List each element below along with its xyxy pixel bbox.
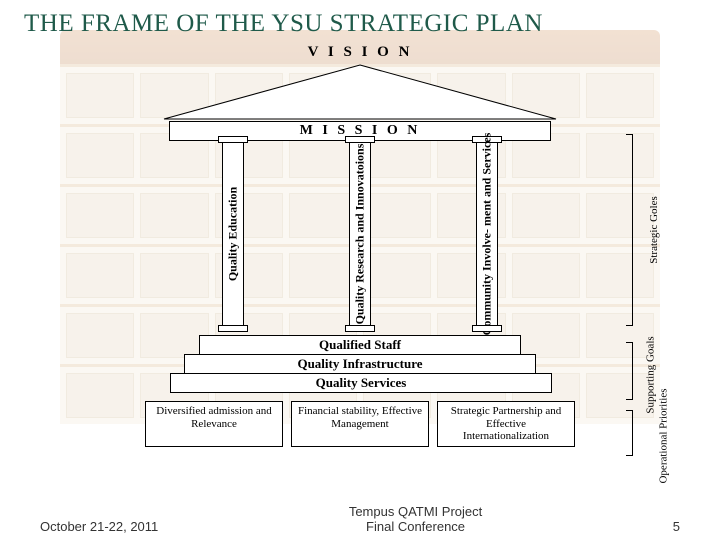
pillar-label: Quality Education bbox=[226, 187, 241, 281]
bracket-strategic bbox=[626, 134, 633, 326]
pillar-community: Community Involve- ment and Services bbox=[476, 141, 498, 327]
side-label-operational: Operational Priorities bbox=[658, 388, 670, 483]
steps: Qualified Staff Quality Infrastructure Q… bbox=[170, 335, 550, 393]
base-row: Diversified admission and Relevance Fina… bbox=[145, 401, 575, 447]
base-admission: Diversified admission and Relevance bbox=[145, 401, 283, 447]
pillar-label: Quality Research and Innovatoions bbox=[352, 144, 367, 325]
step-staff: Qualified Staff bbox=[199, 335, 521, 355]
side-label-strategic: Strategic Goles bbox=[648, 196, 660, 264]
base-partnership: Strategic Partnership and Effective Inte… bbox=[437, 401, 575, 447]
footer-line2: Final Conference bbox=[158, 519, 672, 534]
pillars-zone: Quality Education Quality Research and I… bbox=[170, 141, 550, 327]
footer-center: Tempus QATMI Project Final Conference bbox=[158, 504, 672, 534]
base-financial: Financial stability, Effective Managemen… bbox=[291, 401, 429, 447]
vision-label: V I S I O N bbox=[100, 44, 620, 61]
footer-line1: Tempus QATMI Project bbox=[158, 504, 672, 519]
side-label-supporting: Supporting Goals bbox=[645, 336, 657, 413]
temple-diagram: V I S I O N M I S S I O N Quality Educat… bbox=[100, 44, 620, 447]
pillar-research: Quality Research and Innovatoions bbox=[349, 141, 371, 327]
step-services: Quality Services bbox=[170, 373, 552, 393]
pillar-label: Community Involve- ment and Services bbox=[479, 133, 494, 336]
roof-triangle bbox=[160, 63, 560, 121]
footer: October 21-22, 2011 Tempus QATMI Project… bbox=[0, 504, 720, 534]
pillar-education: Quality Education bbox=[222, 141, 244, 327]
step-infrastructure: Quality Infrastructure bbox=[184, 354, 536, 374]
side-labels: Strategic Goles Supporting Goals Operati… bbox=[620, 94, 690, 474]
footer-date: October 21-22, 2011 bbox=[40, 519, 158, 534]
slide-number: 5 bbox=[673, 519, 680, 534]
bracket-supporting bbox=[626, 342, 633, 400]
slide-title: THE FRAME OF THE YSU STRATEGIC PLAN bbox=[0, 0, 720, 38]
bracket-operational bbox=[626, 410, 633, 456]
